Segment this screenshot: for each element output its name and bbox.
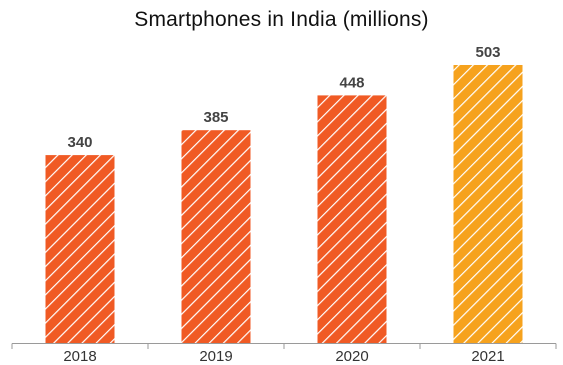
value-label-2020: 448 [339, 74, 364, 91]
x-tick-label-2018: 2018 [63, 348, 96, 365]
value-label-2018: 340 [67, 134, 92, 151]
bar-2019 [181, 130, 251, 343]
bars-layer [45, 65, 523, 344]
chart-title: Smartphones in India (millions) [134, 8, 429, 31]
bar-2020 [317, 95, 387, 344]
bar-2021 [453, 65, 523, 343]
x-axis: 2018 2019 2020 2021 [11, 343, 557, 365]
x-tick-label-2021: 2021 [471, 348, 504, 365]
value-label-2021: 503 [475, 44, 500, 61]
value-labels-layer: 340 385 448 503 [67, 44, 500, 151]
value-label-2019: 385 [203, 109, 228, 126]
x-tick-label-2020: 2020 [335, 348, 368, 365]
bar-2018 [45, 155, 115, 343]
x-tick-label-2019: 2019 [199, 348, 232, 365]
